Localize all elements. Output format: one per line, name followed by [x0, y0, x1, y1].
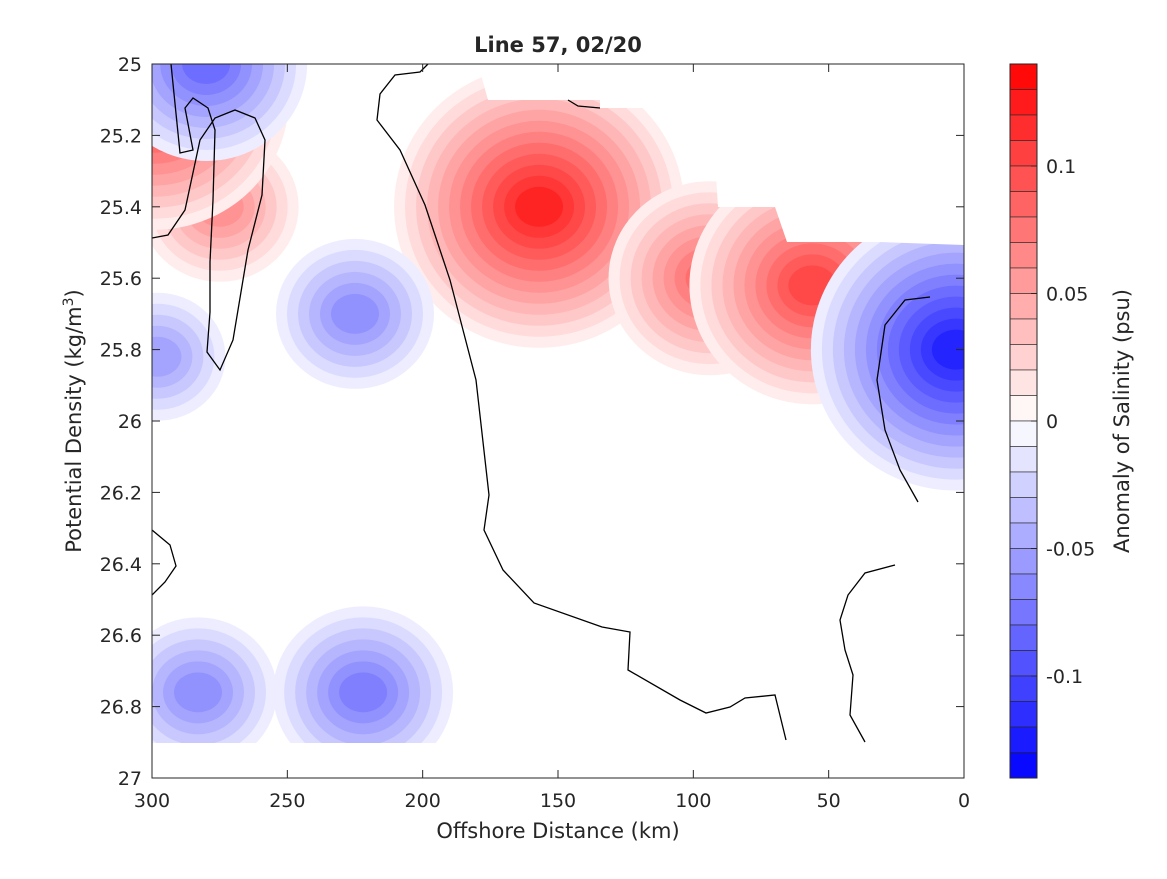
y-axis-label-main: Potential Density (kg/m	[62, 306, 86, 552]
colorbar-cell	[1009, 63, 1038, 90]
colorbar-cell	[1009, 522, 1038, 549]
chart-title: Line 57, 02/20	[474, 33, 642, 57]
colorbar-tick-label: 0.1	[1046, 156, 1076, 178]
y-tick-label: 26.6	[100, 625, 142, 647]
colorbar-cell	[1009, 191, 1038, 218]
y-tick-label: 25	[118, 54, 142, 76]
x-tick-label: 50	[817, 790, 841, 812]
colorbar-cell	[1009, 293, 1038, 320]
x-axis-ticks: 300 250 200 150 100 50 0	[134, 64, 970, 812]
anomaly-field	[152, 64, 964, 778]
colorbar-tick-label: -0.1	[1046, 666, 1083, 688]
colorbar-cell	[1009, 624, 1038, 651]
anomaly-level-ring	[339, 672, 388, 713]
colorbar-cell	[1009, 369, 1038, 396]
colorbar-cell	[1009, 114, 1038, 141]
y-tick-label: 26	[118, 411, 142, 433]
x-tick-label: 200	[405, 790, 441, 812]
colorbar-cell	[1009, 701, 1038, 728]
colorbar-cell	[1009, 599, 1038, 626]
y-tick-label: 25.2	[100, 125, 142, 147]
x-tick-label: 300	[134, 790, 170, 812]
colorbar-cell	[1009, 267, 1038, 294]
colorbar-tick-label: 0.05	[1046, 284, 1088, 306]
colorbar-cell	[1009, 420, 1038, 447]
y-tick-label: 27	[118, 768, 142, 790]
x-tick-label: 100	[675, 790, 711, 812]
colorbar-cell	[1009, 165, 1038, 192]
negative-anomaly-core-5	[276, 238, 434, 389]
negative-anomaly-core-8	[152, 617, 277, 768]
colorbar-cell	[1009, 497, 1038, 524]
y-tick-label: 26.8	[100, 697, 142, 719]
colorbar-cells	[1009, 63, 1038, 779]
y-tick-label: 25.8	[100, 340, 142, 362]
anomaly-level-ring	[152, 336, 182, 377]
y-axis-ticks: 25 25.2 25.4 25.6 25.8 26 26.2 26.4 26.6 26.8 27	[100, 54, 964, 790]
colorbar-tick-label: -0.05	[1046, 539, 1095, 561]
colorbar-ticks: 0.1 0.05 0 -0.05 -0.1	[1031, 156, 1095, 688]
anomaly-level-ring	[931, 329, 964, 370]
anomaly-level-ring	[515, 186, 564, 227]
negative-anomaly-core-9	[810, 208, 964, 491]
colorbar-tick-label: 0	[1046, 411, 1058, 433]
colorbar-cell	[1009, 650, 1038, 677]
anomaly-level-ring	[174, 672, 223, 713]
colorbar-cell	[1009, 216, 1038, 243]
colorbar-cell	[1009, 471, 1038, 498]
anomaly-level-ring	[331, 293, 379, 334]
x-tick-label: 150	[540, 790, 576, 812]
colorbar-cell	[1009, 242, 1038, 269]
y-axis-label-close: )	[62, 289, 86, 297]
colorbar-cell	[1009, 89, 1038, 116]
colorbar-label: Anomaly of Salinity (psu)	[1110, 289, 1134, 553]
colorbar-cell	[1009, 446, 1038, 473]
x-axis-label: Offshore Distance (km)	[436, 819, 679, 843]
colorbar-cell	[1009, 140, 1038, 167]
colorbar-cell	[1009, 726, 1038, 753]
negative-anomaly-core-10	[152, 292, 226, 421]
y-tick-label: 25.6	[100, 268, 142, 290]
colorbar-cell	[1009, 395, 1038, 422]
data-mask-top-right	[478, 64, 964, 245]
y-tick-label: 26.4	[100, 554, 142, 576]
colorbar-cell	[1009, 318, 1038, 345]
y-axis-label: Potential Density (kg/m3)	[61, 289, 86, 553]
x-tick-label: 250	[269, 790, 305, 812]
zero-contour-lines	[152, 64, 931, 743]
colorbar-cell	[1009, 573, 1038, 600]
y-tick-label: 26.2	[100, 482, 142, 504]
negative-anomaly-core-7	[273, 606, 454, 778]
colorbar-cell	[1009, 752, 1038, 779]
colorbar-cell	[1009, 548, 1038, 575]
colorbar-cell	[1009, 344, 1038, 371]
x-tick-label: 0	[958, 790, 970, 812]
y-tick-label: 25.4	[100, 197, 142, 219]
colorbar-cell	[1009, 675, 1038, 702]
anomaly-level-ring	[182, 64, 231, 84]
y-axis-label-sup: 3	[61, 297, 77, 306]
colorbar: 0.1 0.05 0 -0.05 -0.1 Anomaly of Salinity (p…	[1009, 63, 1134, 779]
data-mask-bottom	[152, 705, 964, 778]
